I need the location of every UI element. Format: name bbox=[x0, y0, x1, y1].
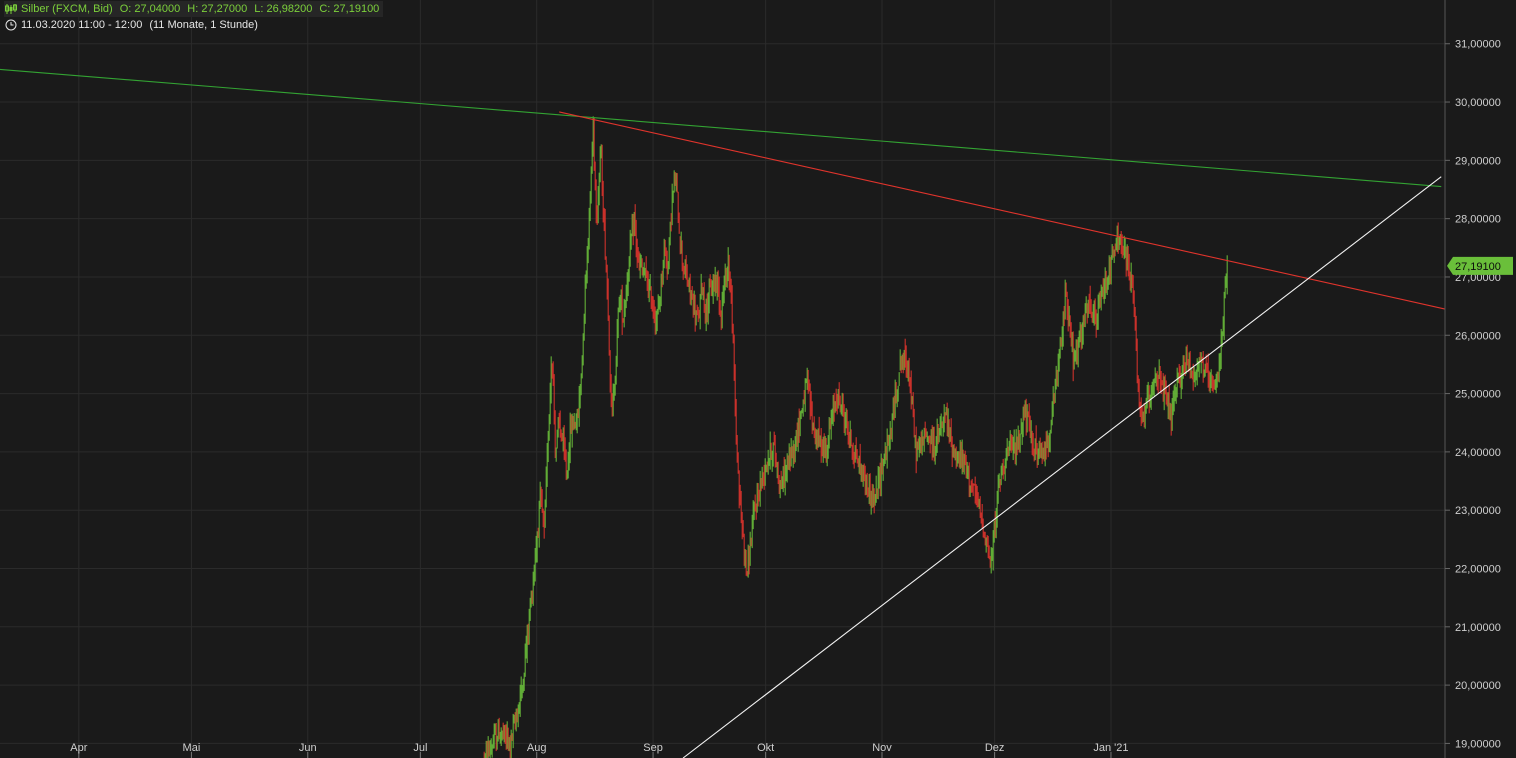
last-price-badge-shape bbox=[1447, 256, 1513, 275]
bar-datetime: 11.03.2020 11:00 - 12:00 bbox=[21, 19, 143, 31]
y-axis[interactable]: 19,00000 20,00000 21,00000 22,00000 23,00000… bbox=[1445, 39, 1501, 751]
y-tick-label: 26,00000 bbox=[1455, 330, 1501, 342]
time-header: 11.03.2020 11:00 - 12:00 (11 Monate, 1 S… bbox=[4, 17, 258, 33]
low-label: L: bbox=[254, 3, 264, 15]
trendline-red[interactable] bbox=[559, 111, 1446, 310]
close-label: C: bbox=[319, 3, 331, 15]
y-tick-label: 23,00000 bbox=[1455, 505, 1501, 517]
high-value: 27,27000 bbox=[201, 3, 248, 15]
x-tick-label: Dez bbox=[985, 742, 1005, 754]
y-tick-label: 25,00000 bbox=[1455, 389, 1501, 401]
y-tick-label: 27,00000 bbox=[1455, 272, 1501, 284]
y-tick-label: 24,00000 bbox=[1455, 447, 1501, 459]
x-tick-label: Apr bbox=[70, 742, 87, 754]
trendlines[interactable] bbox=[0, 68, 1446, 758]
y-tick-label: 22,00000 bbox=[1455, 564, 1501, 576]
x-tick-label: Nov bbox=[872, 742, 892, 754]
last-price-label: 27,19100 bbox=[1455, 261, 1501, 273]
low-value: 26,98200 bbox=[266, 3, 313, 15]
x-tick-label: Okt bbox=[757, 742, 774, 754]
trendline-green[interactable] bbox=[0, 68, 1442, 188]
y-tick-label: 30,00000 bbox=[1455, 97, 1501, 109]
x-axis[interactable]: Apr Mai Jun Jul Aug Sep Okt Nov Dez Jan '21 bbox=[70, 742, 1129, 758]
trendline-white[interactable] bbox=[682, 176, 1442, 758]
y-tick-label: 20,00000 bbox=[1455, 680, 1501, 692]
close-value: 27,19100 bbox=[333, 3, 380, 15]
clock-icon bbox=[4, 18, 18, 32]
candlestick-icon bbox=[4, 2, 18, 16]
x-tick-label: Jul bbox=[413, 742, 427, 754]
instrument-header: Silber (FXCM, Bid) O: 27,04000 H: 27,270… bbox=[4, 1, 384, 17]
y-tick-label: 21,00000 bbox=[1455, 622, 1501, 634]
x-tick-label: Jun bbox=[299, 742, 317, 754]
x-tick-label: Aug bbox=[527, 742, 547, 754]
x-tick-label: Mai bbox=[183, 742, 201, 754]
y-tick-label: 31,00000 bbox=[1455, 39, 1501, 51]
open-label: O: bbox=[119, 3, 132, 15]
last-price-badge: 27,19100 bbox=[1447, 256, 1513, 275]
open-value: 27,04000 bbox=[134, 3, 181, 15]
x-tick-label: Jan '21 bbox=[1093, 742, 1128, 754]
grid bbox=[0, 0, 1445, 758]
y-tick-label: 29,00000 bbox=[1455, 155, 1501, 167]
high-label: H: bbox=[187, 3, 199, 15]
y-tick-label: 19,00000 bbox=[1455, 738, 1501, 750]
y-tick-label: 28,00000 bbox=[1455, 214, 1501, 226]
x-tick-label: Sep bbox=[643, 742, 663, 754]
chart-range: (11 Monate, 1 Stunde) bbox=[149, 19, 258, 31]
instrument-name: Silber (FXCM, Bid) bbox=[21, 3, 113, 15]
candles bbox=[483, 116, 1228, 758]
